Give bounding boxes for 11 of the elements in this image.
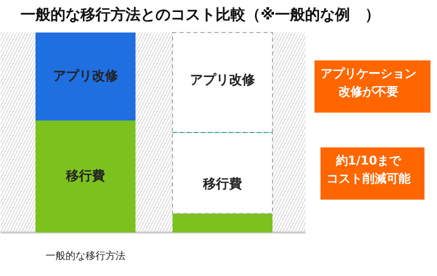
series-label: アプリ改修 bbox=[53, 68, 119, 84]
series-label: 移行費 bbox=[202, 177, 242, 192]
x-tick-label: 一般的な移行方法 bbox=[46, 250, 126, 262]
bar bbox=[36, 120, 136, 232]
text: アプリケーション改修が不要 bbox=[320, 66, 416, 99]
bar bbox=[36, 32, 136, 120]
bar bbox=[172, 214, 272, 232]
chart-title: 一般的な移行方法とのコスト比較（※一般的な例 ） bbox=[20, 6, 380, 24]
annotation: アプリ改修 bbox=[190, 72, 256, 88]
text: 約1/10までコスト削減可能 bbox=[326, 153, 412, 186]
annotation: 移行費 bbox=[65, 169, 105, 184]
